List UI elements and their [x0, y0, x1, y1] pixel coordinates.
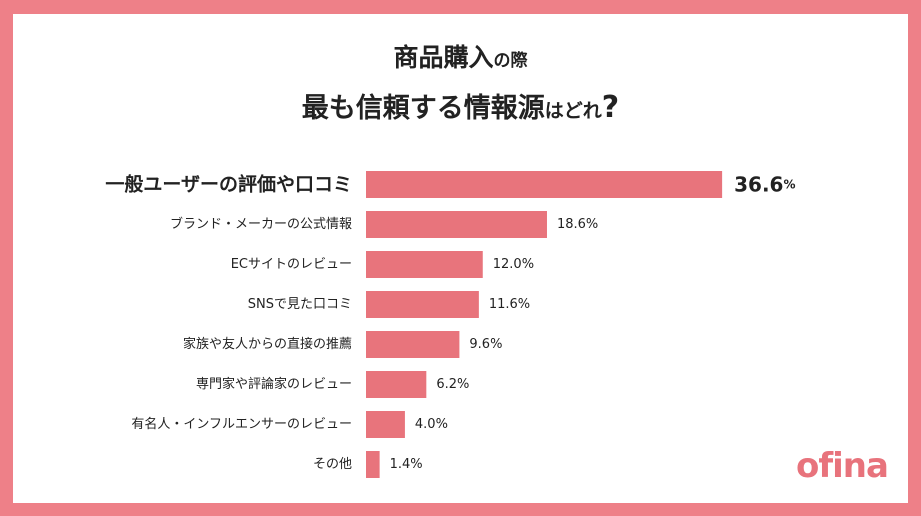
ofina-logo: ofina	[796, 446, 889, 486]
category-label: 一般ユーザーの評価や口コミ	[105, 173, 352, 196]
bar	[366, 331, 460, 358]
bar	[366, 371, 427, 398]
bar	[366, 251, 483, 278]
category-label: 家族や友人からの直接の推薦	[183, 336, 352, 352]
category-label: SNSで見た口コミ	[248, 297, 352, 312]
bar	[366, 171, 723, 198]
bar	[366, 411, 405, 438]
value-label: 12.0%	[493, 257, 534, 272]
value-label: 6.2%	[436, 377, 469, 392]
category-label: その他	[313, 457, 352, 472]
bar	[366, 451, 380, 478]
category-label: 専門家や評論家のレビュー	[196, 376, 352, 392]
value-label: 4.0%	[415, 417, 448, 432]
value-label: 11.6%	[489, 297, 530, 312]
category-label: ECサイトのレビュー	[231, 257, 352, 272]
chart-title-line2: 最も信頼する情報源はどれ?	[301, 90, 620, 125]
value-label: 18.6%	[557, 217, 598, 232]
bar	[366, 291, 479, 318]
chart-title-line1: 商品購入の際	[393, 43, 528, 72]
category-label: ブランド・メーカーの公式情報	[170, 216, 352, 232]
value-label: 9.6%	[469, 337, 502, 352]
category-label: 有名人・インフルエンサーのレビュー	[131, 416, 352, 432]
value-unit: %	[783, 178, 795, 192]
bar	[366, 211, 547, 238]
value-label: 36.6%	[734, 173, 795, 197]
value-label: 1.4%	[390, 457, 423, 472]
